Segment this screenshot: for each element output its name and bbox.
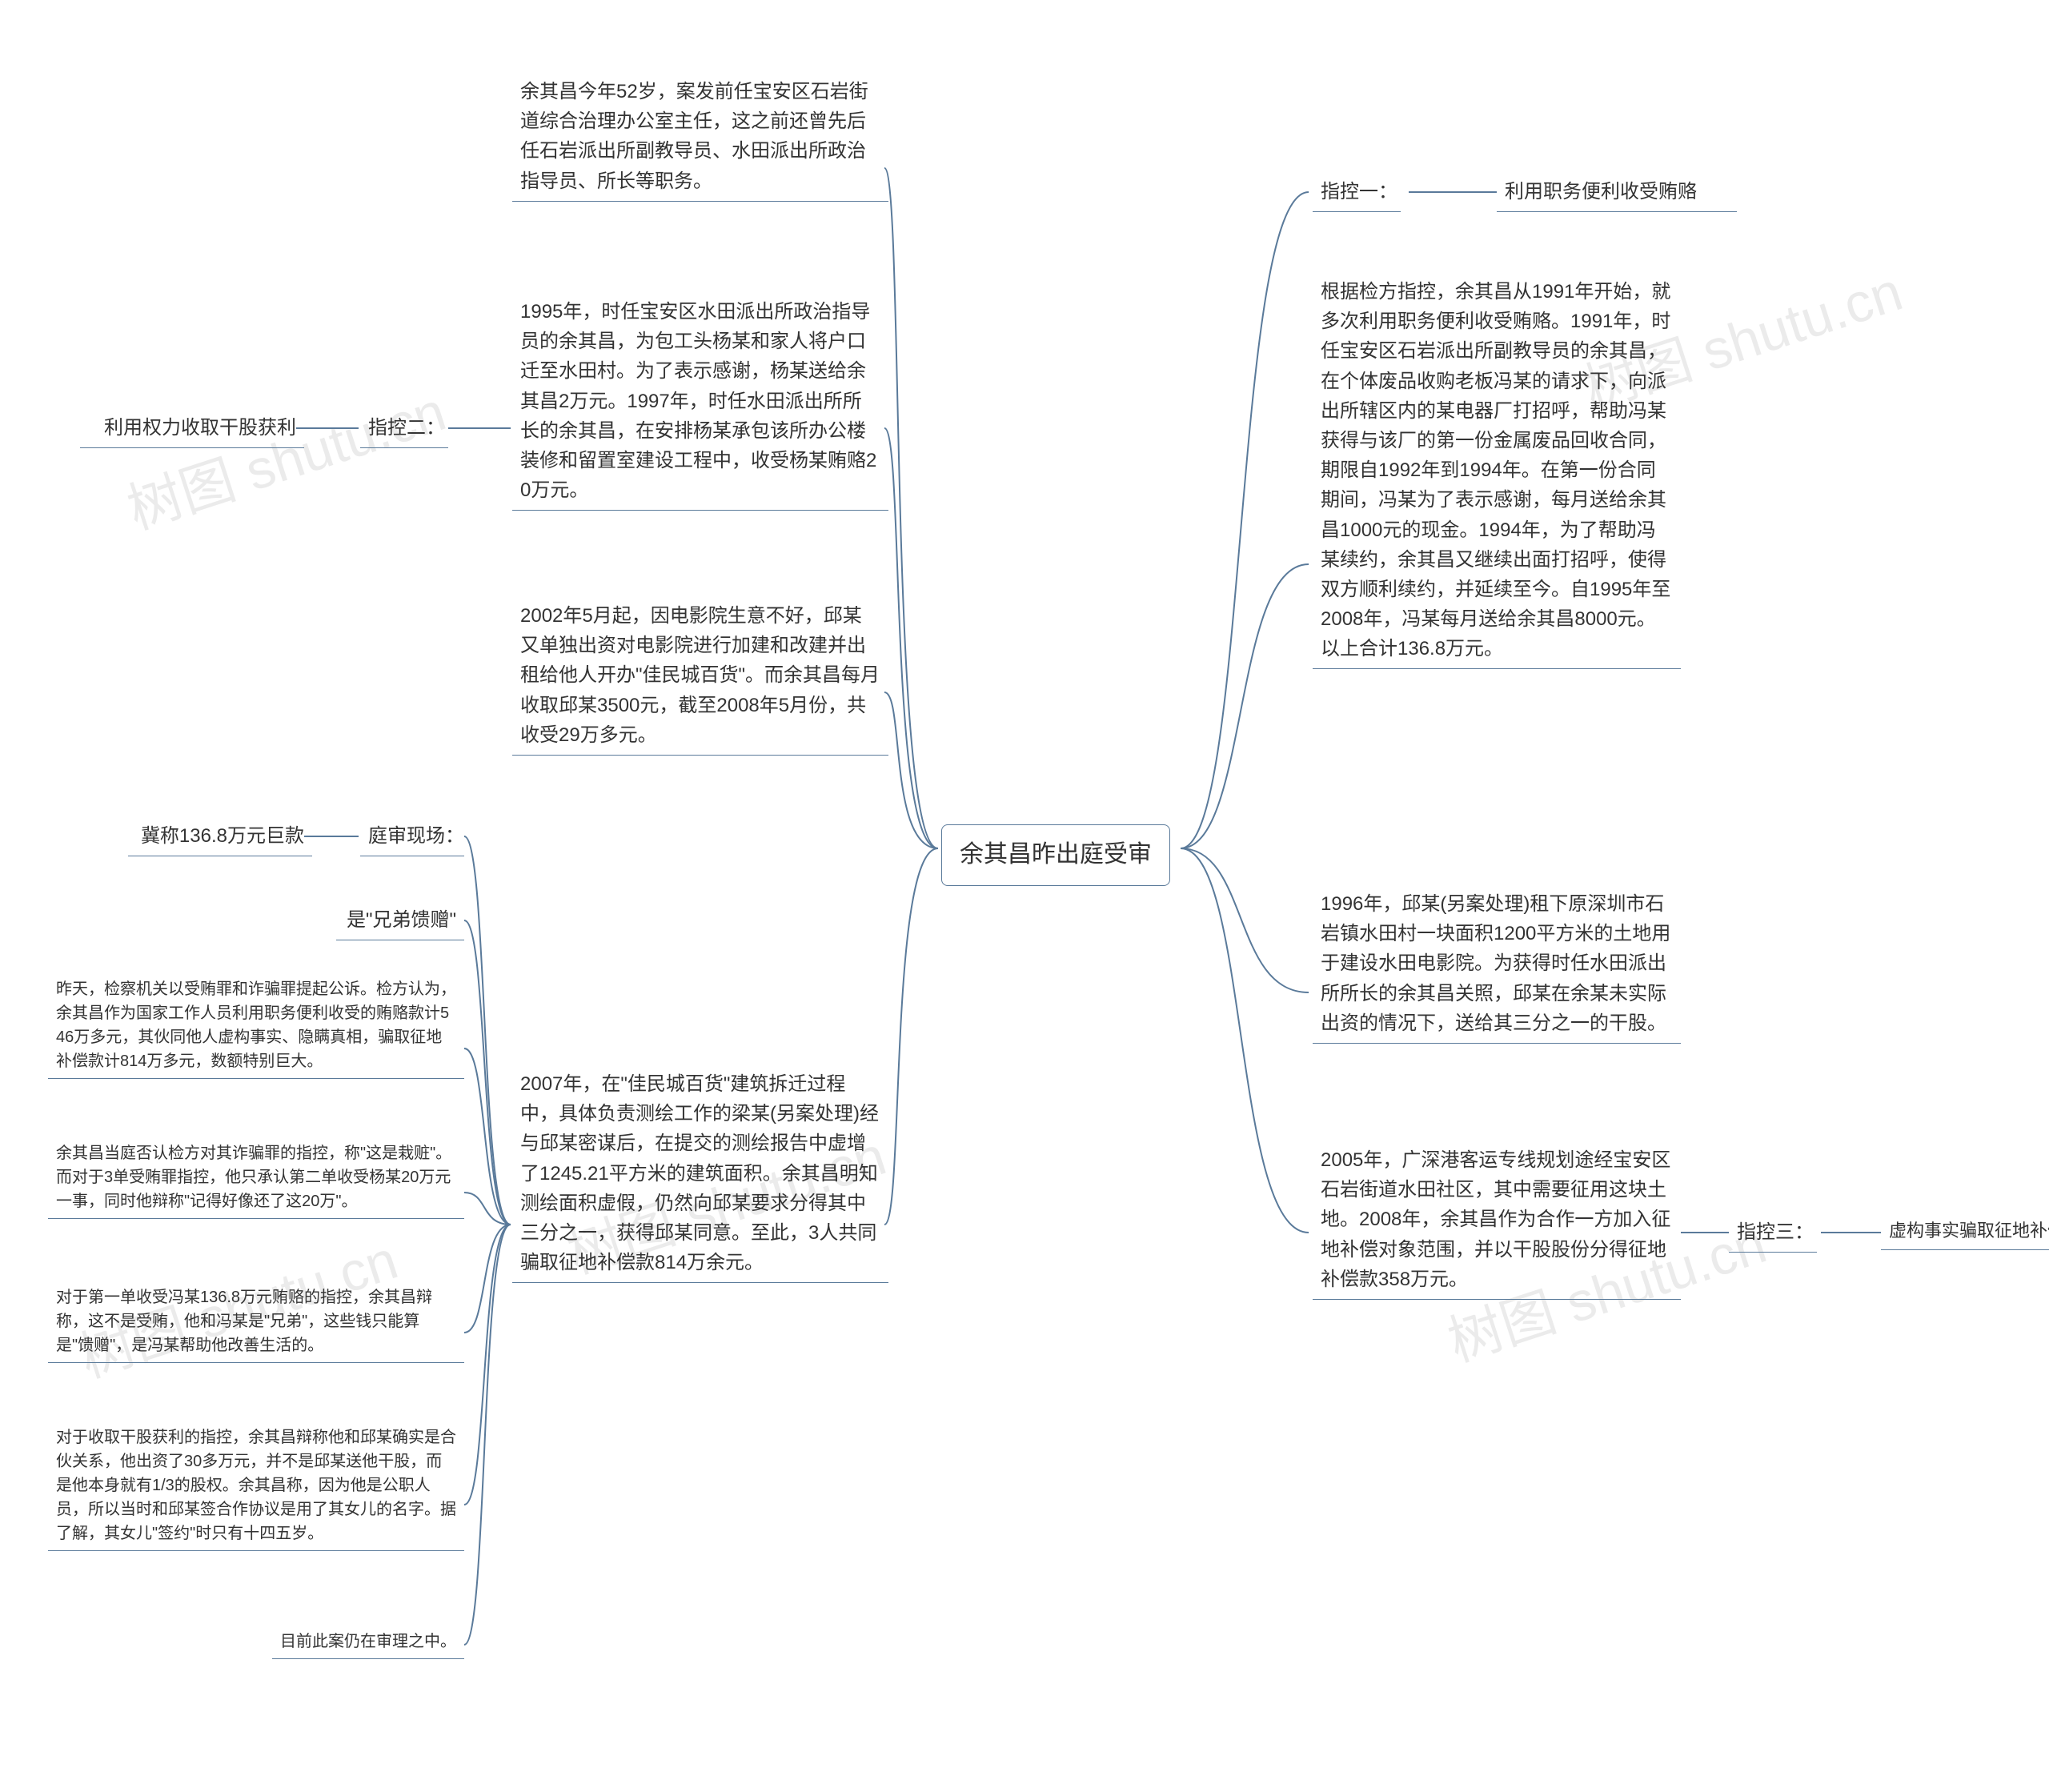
left-block-4: 2007年，在"佳民城百货"建筑拆迁过程中，具体负责测绘工作的梁某(另案处理)经… (512, 1064, 888, 1283)
charge2-title: 指控二： (360, 408, 448, 448)
center-node: 余其昌昨出庭受审 (941, 824, 1170, 886)
right-block-1: 根据检方指控，余其昌从1991年开始，就多次利用职务便利收受贿赂。1991年，时… (1313, 272, 1681, 669)
court-block-4: 对于收取干股获利的指控，余其昌辩称他和邱某确实是合伙关系，他出资了30多万元，并… (48, 1421, 464, 1551)
charge1-desc: 利用职务便利收受贿赂 (1497, 172, 1737, 212)
court-block-3: 对于第一单收受冯某136.8万元贿赂的指控，余其昌辩称，这不是受贿，他和冯某是"… (48, 1281, 464, 1363)
charge3-title: 指控三： (1729, 1213, 1817, 1253)
right-block-2: 1996年，邱某(另案处理)租下原深圳市石岩镇水田村一块面积1200平方米的土地… (1313, 884, 1681, 1044)
left-block-3: 2002年5月起，因电影院生意不好，邱某又单独出资对电影院进行加建和改建并出租给… (512, 596, 888, 756)
right-block-3: 2005年，广深港客运专线规划途经宝安区石岩街道水田社区，其中需要征用这块土地。… (1313, 1141, 1681, 1300)
court-block-5: 目前此案仍在审理之中。 (272, 1625, 464, 1659)
court-title: 庭审现场： (360, 816, 464, 856)
court-desc: 冀称136.8万元巨款 (128, 816, 312, 856)
left-block-1: 余其昌今年52岁，案发前任宝安区石岩街道综合治理办公室主任，这之前还曾先后任石岩… (512, 72, 888, 202)
charge3-desc: 虚构事实骗取征地补偿款 (1881, 1213, 2049, 1250)
watermark: 树图 shutu.cn (116, 367, 454, 544)
court-block-1: 昨天，检察机关以受贿罪和诈骗罪提起公诉。检方认为，余其昌作为国家工作人员利用职务… (48, 972, 464, 1079)
court-block-2: 余其昌当庭否认检方对其诈骗罪的指控，称"这是栽赃"。而对于3单受贿罪指控，他只承… (48, 1137, 464, 1219)
mindmap-canvas: 树图 shutu.cn 树图 shutu.cn 树图 shutu.cn 树图 s… (0, 0, 2049, 1792)
charge2-desc: 利用权力收取干股获利 (80, 408, 304, 448)
left-block-2: 1995年，时任宝安区水田派出所政治指导员的余其昌，为包工头杨某和家人将户口迁至… (512, 292, 888, 511)
charge1-title: 指控一： (1313, 172, 1401, 212)
court-desc2: 是"兄弟馈赠" (336, 900, 464, 940)
